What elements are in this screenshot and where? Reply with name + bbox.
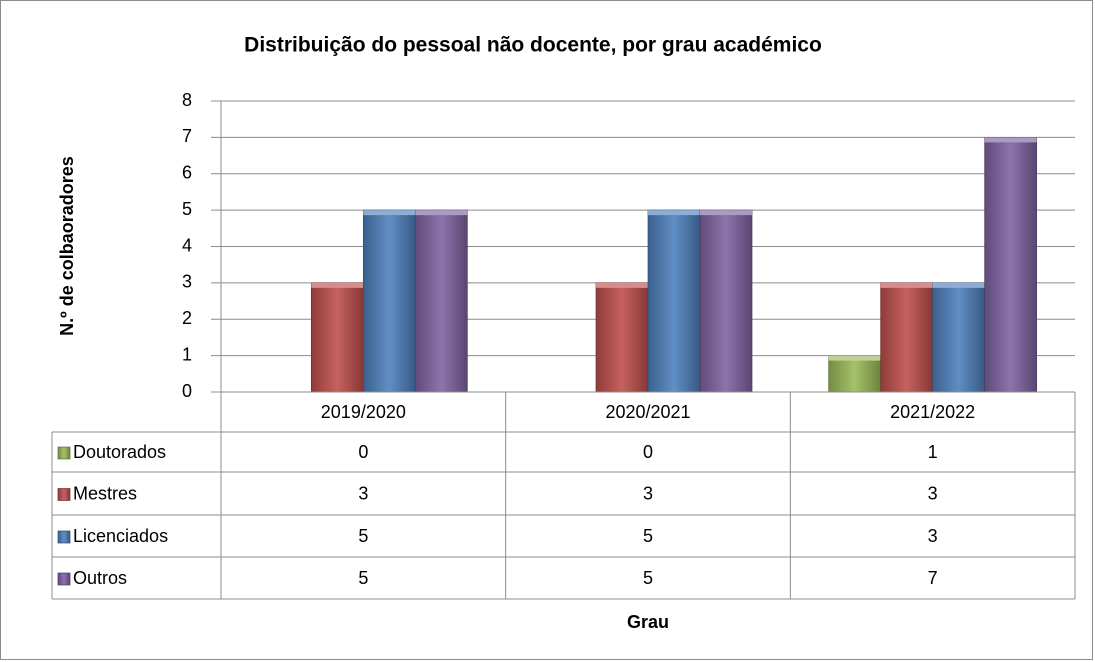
x-tick-label: 2020/2021 (605, 402, 690, 422)
y-tick-label: 6 (182, 163, 192, 183)
x-tick-label: 2021/2022 (890, 402, 975, 422)
table-value: 5 (358, 526, 368, 546)
bar (699, 209, 753, 393)
bar (595, 282, 649, 393)
table-value: 1 (928, 442, 938, 462)
bar-top (880, 282, 933, 288)
bar (828, 355, 882, 393)
bar-top (415, 210, 468, 216)
legend-label: Mestres (73, 483, 137, 503)
table-value: 5 (643, 568, 653, 588)
bar-top (596, 282, 648, 288)
legend-label: Outros (73, 568, 127, 588)
y-tick-label: 4 (182, 235, 192, 255)
table-value: 5 (358, 568, 368, 588)
table-value: 0 (643, 442, 653, 462)
x-axis-title: Grau (627, 612, 669, 632)
y-tick-label: 2 (182, 308, 192, 328)
legend-key (57, 572, 71, 586)
y-tick-label: 3 (182, 272, 192, 292)
table-value: 5 (643, 526, 653, 546)
y-axis-title: N.º de colbaoradores (57, 156, 77, 336)
bar (414, 209, 468, 393)
table-value: 3 (928, 526, 938, 546)
bar-top (984, 137, 1037, 143)
legend-label: Licenciados (73, 526, 168, 546)
table-value: 3 (358, 483, 368, 503)
bar (880, 282, 934, 393)
bar (362, 209, 416, 393)
legend-key (57, 488, 71, 501)
bar-top (700, 210, 752, 216)
bar-top (648, 210, 700, 216)
table-value: 3 (928, 483, 938, 503)
y-tick-label: 7 (182, 126, 192, 146)
y-tick-label: 1 (182, 344, 192, 364)
bar (932, 282, 986, 393)
bar (310, 282, 364, 393)
table-value: 7 (928, 568, 938, 588)
bar-top (311, 282, 364, 288)
legend-key (57, 530, 71, 544)
y-tick-label: 8 (182, 90, 192, 110)
y-tick-label: 0 (182, 381, 192, 401)
y-tick-label: 5 (182, 199, 192, 219)
table-value: 3 (643, 483, 653, 503)
legend-label: Doutorados (73, 442, 166, 462)
x-tick-label: 2019/2020 (321, 402, 406, 422)
bar-top (828, 355, 881, 361)
bar (984, 137, 1038, 393)
legend-key (57, 446, 71, 460)
bar (647, 209, 701, 393)
chart-title: Distribuição do pessoal não docente, por… (244, 34, 822, 57)
bar-top (363, 210, 416, 216)
table-value: 0 (358, 442, 368, 462)
bar-top (932, 282, 985, 288)
